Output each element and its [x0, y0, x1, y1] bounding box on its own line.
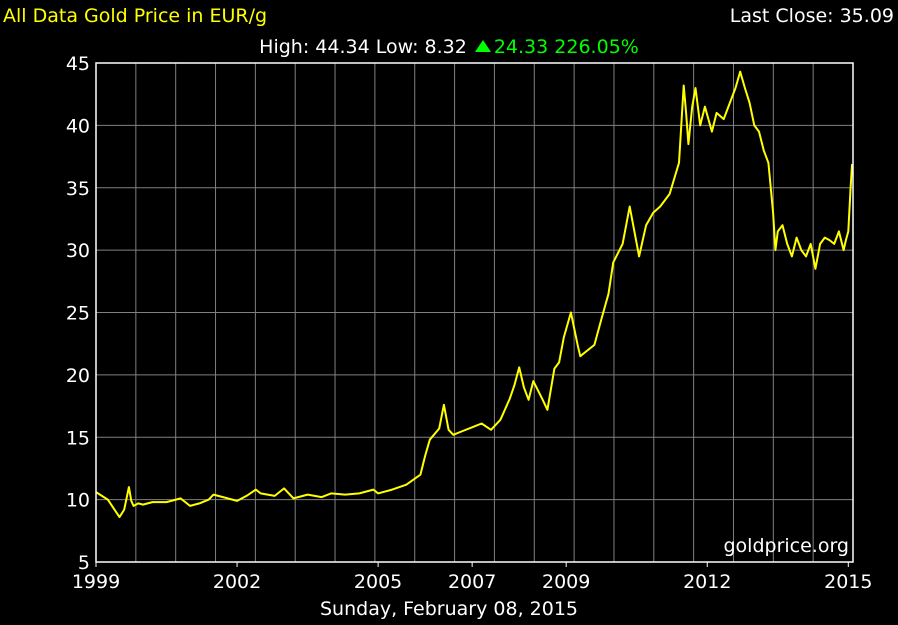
y-tick-label: 15	[66, 427, 90, 449]
y-tick-label: 40	[66, 115, 90, 137]
y-tick-label: 25	[66, 303, 90, 325]
price-chart: 5 10 15 20 25 30 35 40 45 1999 2002 2005 2007 2009 20…	[66, 53, 873, 593]
low-value: Low: 8.32	[375, 36, 467, 58]
chart-grid	[96, 62, 853, 563]
change-value: 24.33	[493, 36, 549, 58]
up-arrow-icon	[474, 40, 491, 52]
y-axis: 5 10 15 20 25 30 35 40 45	[66, 53, 90, 574]
y-tick-label: 5	[78, 552, 90, 574]
chart-title: All Data Gold Price in EUR/g	[3, 5, 268, 27]
x-tick-label: 2012	[683, 571, 731, 593]
x-axis: 1999 2002 2005 2007 2009 2012 2015	[72, 562, 872, 593]
price-stats: High: 44.34 Low: 8.32 24.33 226.05%	[0, 36, 898, 58]
change-percent: 226.05%	[554, 36, 639, 58]
plot-frame	[95, 62, 854, 563]
y-tick-label: 35	[66, 178, 90, 200]
y-tick-label: 10	[66, 490, 90, 512]
x-tick-label: 2009	[542, 571, 590, 593]
y-tick-label: 30	[66, 240, 90, 262]
x-tick-label: 1999	[72, 571, 120, 593]
high-value: High: 44.34	[259, 36, 370, 58]
last-close: Last Close: 35.09	[729, 5, 894, 27]
y-tick-label: 45	[66, 53, 90, 75]
gold-price-line	[95, 70, 854, 519]
x-tick-label: 2005	[354, 571, 402, 593]
chart-date: Sunday, February 08, 2015	[319, 598, 578, 620]
x-tick-label: 2015	[824, 571, 872, 593]
x-tick-label: 2002	[213, 571, 261, 593]
y-tick-label: 20	[66, 365, 90, 387]
x-tick-label: 2007	[448, 571, 496, 593]
watermark: goldprice.org	[723, 535, 849, 557]
